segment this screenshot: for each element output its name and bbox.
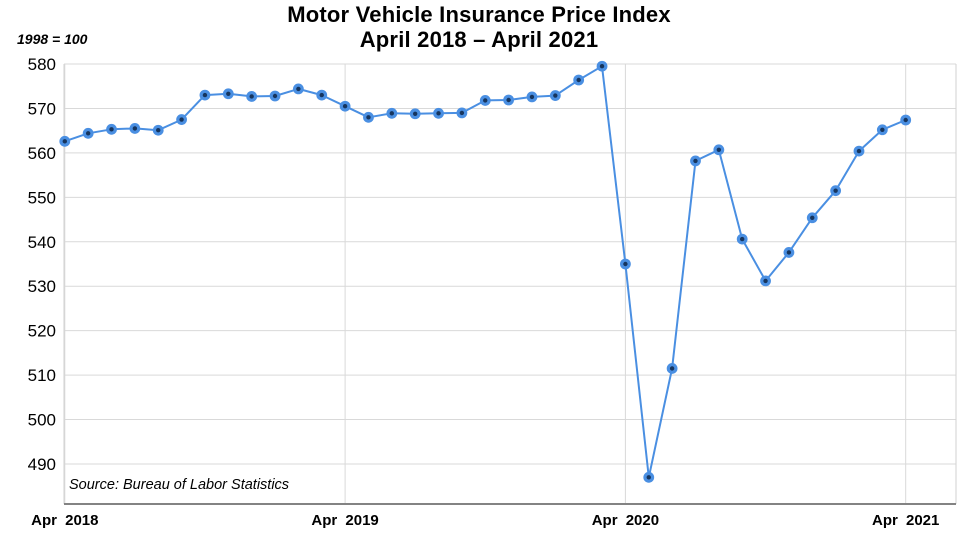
y-tick-label: 500 [28,411,56,430]
data-point-center [716,147,722,152]
data-point-center [833,188,838,193]
chart-title-block: Motor Vehicle Insurance Price Index Apri… [0,2,958,52]
x-tick-label: Apr 2019 [311,512,378,529]
chart-subtitle: April 2018 – April 2021 [359,27,599,52]
data-point-center [249,94,254,99]
data-point-center [412,111,418,116]
y-tick-label: 510 [28,366,56,385]
y-tick-label: 520 [28,322,56,341]
chart-title: Motor Vehicle Insurance Price Index [287,2,671,27]
data-point-center [599,64,605,69]
data-point-center [576,77,581,83]
data-point-center [739,236,745,242]
source-note: Source: Bureau of Labor Statistics [69,477,290,493]
data-point-center [529,94,535,100]
y-tick-label: 570 [28,99,56,118]
y-tick-label: 530 [28,277,56,296]
data-point-center [389,111,395,116]
data-point-center [646,475,651,480]
data-point-center [62,139,67,144]
data-point-center [436,111,441,116]
data-point-center [366,115,371,120]
data-point-center [179,117,184,122]
data-point-center [85,131,91,136]
x-tick-label: Apr 2018 [31,512,98,529]
data-point-center [156,128,161,133]
data-point-center [506,97,511,103]
data-point-center [296,86,301,92]
data-point-center [693,158,698,164]
data-point-center [786,250,792,255]
data-point-center [342,104,348,109]
y-tick-label: 560 [28,144,56,163]
data-point-center [623,261,628,267]
data-point-center [109,127,114,132]
data-point-center [763,278,768,284]
y-tick-label: 550 [28,188,56,207]
data-point-center [856,148,862,154]
x-tick-label: Apr 2020 [592,512,659,529]
index-base-note: 1998 = 100 [17,31,88,47]
data-point-center [483,98,488,103]
data-point-center [132,126,138,131]
y-tick-label: 540 [28,233,56,252]
data-point-center [553,93,558,98]
data-point-center [319,92,324,98]
data-point-center [459,110,465,116]
data-point-center [202,92,208,98]
data-point-center [903,117,908,123]
y-tick-label: 580 [28,55,56,74]
x-tick-label: Apr 2021 [872,512,939,529]
data-point-center [880,127,885,132]
data-point-center [810,215,815,220]
data-point-center [669,366,675,371]
data-point-center [226,91,231,96]
series-line [63,65,907,479]
y-tick-label: 490 [28,455,56,474]
data-point-center [272,93,278,99]
